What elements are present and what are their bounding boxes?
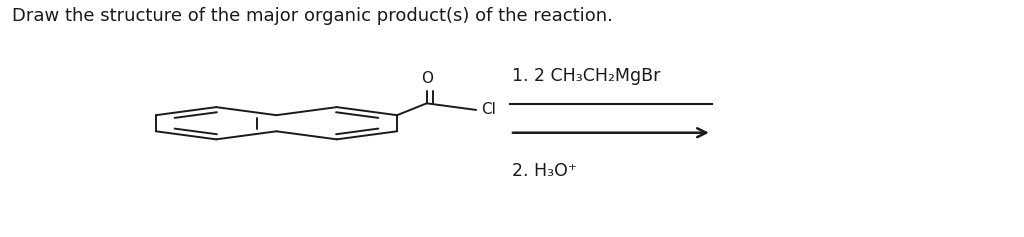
Text: Draw the structure of the major organic product(s) of the reaction.: Draw the structure of the major organic … [12,7,613,25]
Text: O: O [421,72,433,87]
Text: Cl: Cl [481,102,496,117]
Text: 1. 2 CH₃CH₂MgBr: 1. 2 CH₃CH₂MgBr [512,67,660,85]
Text: 2. H₃O⁺: 2. H₃O⁺ [512,162,577,180]
